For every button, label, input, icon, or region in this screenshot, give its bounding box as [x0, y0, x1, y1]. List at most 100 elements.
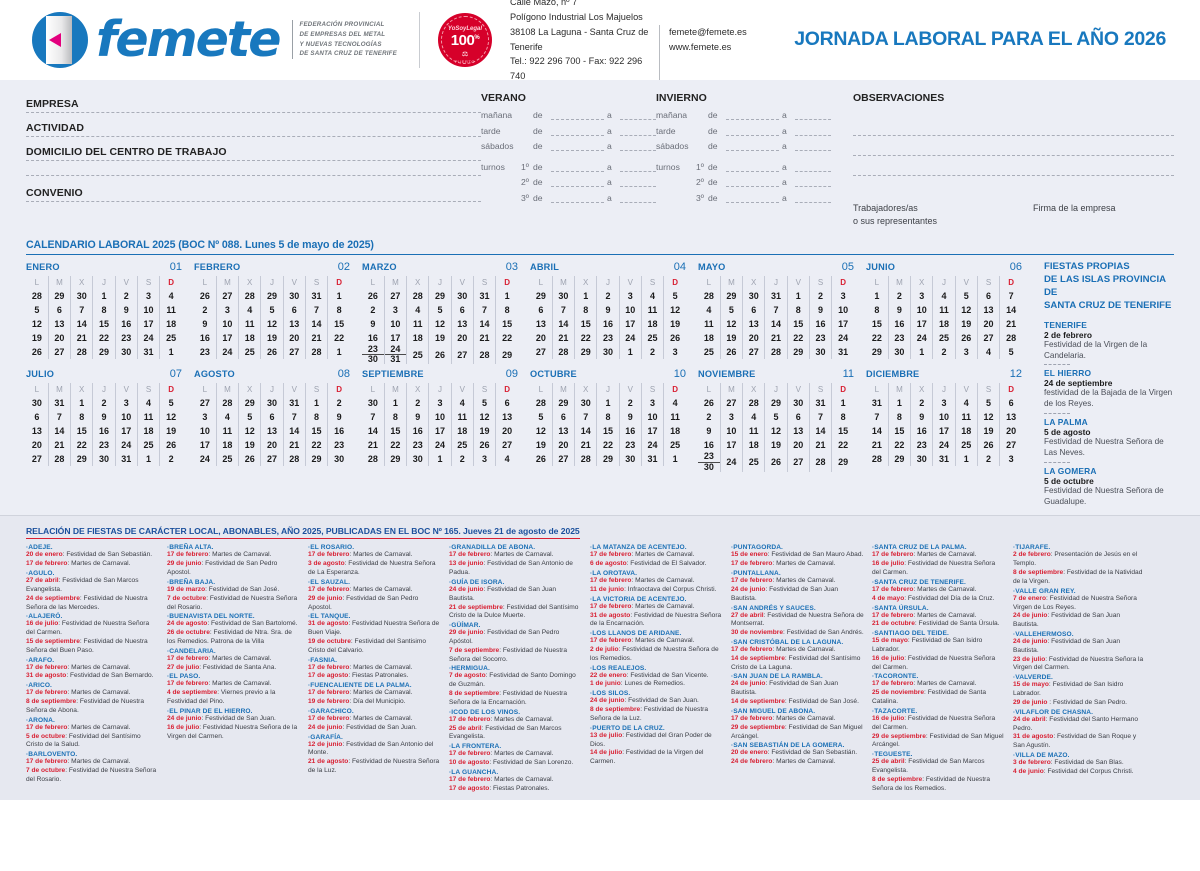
calendar-day[interactable]: 27 [530, 345, 553, 359]
observaciones-line-1[interactable] [853, 116, 1174, 136]
calendar-day[interactable]: 9 [888, 303, 912, 317]
calendar-day[interactable]: 29 [48, 289, 72, 303]
calendar-day[interactable]: 2 [336, 398, 342, 409]
calendar-day[interactable]: 12 [26, 317, 49, 331]
calendar-day[interactable]: 29 [92, 345, 116, 359]
invierno-row-3[interactable]: 3º de a [656, 193, 831, 203]
calendar-day[interactable]: 2 [910, 396, 934, 411]
calendar-day[interactable]: 14 [473, 317, 497, 331]
calendar-day[interactable]: 18 [742, 438, 766, 453]
calendar-day[interactable]: 4 [137, 396, 161, 411]
calendar-day[interactable]: 15 [838, 426, 849, 437]
calendar-day[interactable]: 1 [672, 454, 678, 465]
calendar-day[interactable]: 30 [26, 396, 49, 411]
calendar-day[interactable]: 21 [574, 438, 598, 453]
calendar-day[interactable]: 29 [260, 289, 284, 303]
row-from-input[interactable] [551, 178, 604, 187]
calendar-day[interactable]: 4 [238, 303, 262, 317]
calendar-day[interactable]: 6 [504, 398, 510, 409]
calendar-day[interactable]: 29 [787, 345, 810, 359]
calendar-day[interactable]: 21 [362, 438, 385, 453]
calendar-day[interactable]: 11 [238, 317, 262, 331]
calendar-day[interactable]: 7 [574, 410, 598, 425]
calendar-day[interactable]: 10 [115, 410, 138, 425]
calendar-day[interactable]: 16 [194, 331, 217, 345]
calendar-day[interactable]: 6 [742, 303, 766, 317]
calendar-day[interactable]: 1 [168, 347, 174, 357]
calendar-day[interactable]: 10 [838, 305, 849, 315]
calendar-day[interactable]: 17 [137, 317, 161, 331]
calendar-day[interactable]: 26 [473, 438, 497, 453]
calendar-day[interactable]: 30 [574, 396, 598, 411]
calendar-day[interactable]: 14 [1006, 305, 1017, 315]
invierno-row-sbados[interactable]: sábados de a [656, 141, 831, 151]
calendar-day[interactable]: 13 [283, 317, 306, 331]
row-to-input[interactable] [620, 178, 656, 187]
calendar-day[interactable]: 28 [473, 345, 497, 365]
calendar-day[interactable]: 26 [530, 452, 553, 467]
calendar-day[interactable]: 1 [137, 452, 161, 467]
calendar-day[interactable]: 2 [641, 345, 665, 359]
field-actividad[interactable]: ACTIVIDAD [26, 122, 481, 137]
calendar-day[interactable]: 26 [26, 345, 49, 359]
calendar-day[interactable]: 5 [720, 303, 744, 317]
calendar-day[interactable]: 31 [838, 347, 849, 357]
calendar-day[interactable]: 20 [552, 438, 576, 453]
field-empresa[interactable]: EMPRESA [26, 98, 481, 113]
calendar-day[interactable]: 9 [115, 303, 138, 317]
calendar-day[interactable]: 3 [955, 345, 978, 359]
calendar-day[interactable]: 17 [194, 438, 217, 453]
calendar-day[interactable]: 22 [70, 438, 94, 453]
calendar-day[interactable]: 18 [451, 424, 474, 439]
calendar-day[interactable]: 18 [216, 438, 240, 453]
field-actividad-line[interactable] [26, 136, 481, 137]
calendar-day[interactable]: 28 [866, 452, 889, 467]
calendar-day[interactable]: 25 [216, 452, 240, 467]
calendar-day[interactable]: 7 [283, 410, 306, 425]
calendar-day[interactable]: 21 [305, 331, 329, 345]
calendar-day[interactable]: 20 [26, 438, 49, 453]
calendar-day[interactable]: 20 [977, 317, 1001, 331]
row-to-input[interactable] [620, 127, 656, 136]
calendar-day[interactable]: 7 [866, 410, 889, 425]
calendar-day[interactable]: 18 [932, 317, 956, 331]
calendar-day[interactable]: 13 [787, 424, 810, 439]
row-from-input[interactable] [726, 194, 779, 203]
calendar-day[interactable]: 31 [764, 289, 788, 303]
contact-website[interactable]: www.femete.es [668, 41, 732, 52]
calendar-day[interactable]: 10 [384, 317, 408, 331]
calendar-day[interactable]: 24 [194, 452, 217, 467]
calendar-day[interactable]: 15 [334, 319, 345, 329]
calendar-day[interactable]: 23 [115, 331, 138, 345]
calendar-day[interactable]: 1 [787, 289, 810, 303]
calendar-day[interactable]: 12 [670, 305, 681, 315]
calendar-day[interactable]: 12 [720, 317, 744, 331]
calendar-day[interactable]: 24 [720, 452, 744, 472]
calendar-day[interactable]: 14 [764, 317, 788, 331]
calendar-day[interactable]: 18 [406, 331, 430, 345]
calendar-day[interactable]: 11 [137, 410, 161, 425]
calendar-day[interactable]: 8 [888, 410, 912, 425]
calendar-day[interactable]: 27 [260, 452, 284, 467]
calendar-day[interactable]: 24 [428, 438, 452, 453]
calendar-day[interactable]: 6 [530, 303, 553, 317]
calendar-day[interactable]: 12 [260, 317, 284, 331]
calendar-day[interactable]: 3 [619, 289, 642, 303]
row-to-input[interactable] [620, 111, 656, 120]
calendar-day[interactable]: 27 [1006, 440, 1017, 451]
calendar-day[interactable]: 20 [283, 331, 306, 345]
calendar-day[interactable]: 4 [504, 454, 510, 465]
calendar-day[interactable]: 17 [932, 424, 956, 439]
calendar-day[interactable]: 5 [260, 303, 284, 317]
calendar-day[interactable]: 19 [260, 331, 284, 345]
calendar-day[interactable]: 21 [283, 438, 306, 453]
calendar-day[interactable]: 19 [530, 438, 553, 453]
calendar-day[interactable]: 25 [238, 345, 262, 359]
calendar-day[interactable]: 8 [787, 303, 810, 317]
calendar-day[interactable]: 29 [530, 289, 553, 303]
calendar-day[interactable]: 17 [910, 317, 934, 331]
calendar-day[interactable]: 18 [137, 424, 161, 439]
calendar-day[interactable]: 28 [764, 345, 788, 359]
calendar-day[interactable]: 20 [1006, 426, 1017, 437]
calendar-day[interactable]: 25 [137, 438, 161, 453]
